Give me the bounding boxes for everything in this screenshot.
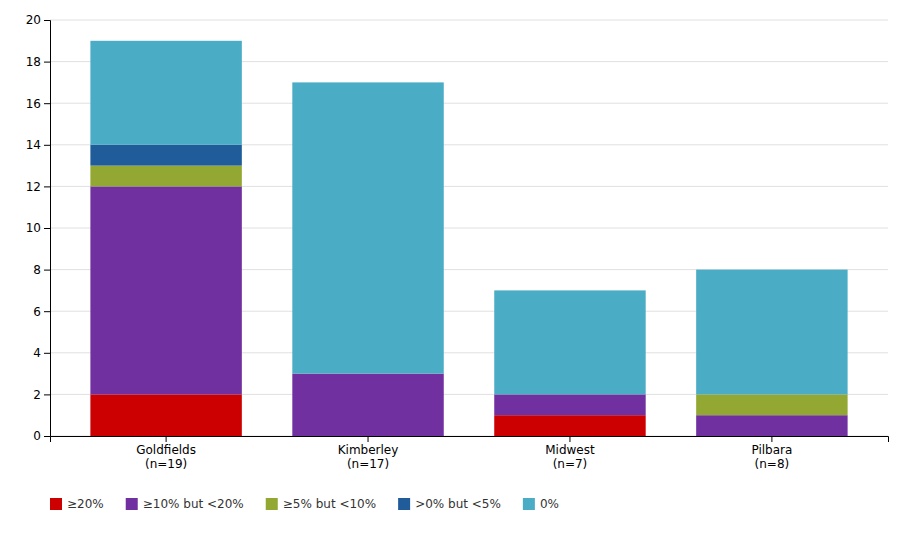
bar (90, 166, 241, 187)
bar (90, 145, 241, 166)
legend-item: ≥20% (50, 497, 104, 511)
bars (90, 41, 847, 436)
legend-label: >0% but <5% (415, 497, 501, 511)
legend-swatch (50, 498, 62, 510)
tick: 20 (26, 13, 50, 27)
axis-line (51, 437, 889, 443)
tick: 2 (33, 388, 50, 402)
tick: 12 (26, 180, 50, 194)
tick: 0 (33, 429, 50, 443)
series (90, 41, 847, 395)
tick-label: Kimberley(n=17) (338, 443, 399, 471)
tick-label-line: (n=8) (755, 457, 790, 471)
tick-mark (569, 436, 570, 442)
tick-mark (44, 270, 50, 271)
bar (292, 82, 443, 373)
bar (90, 186, 241, 394)
bar (696, 394, 847, 415)
tick: Pilbara(n=8) (751, 436, 792, 471)
tick-label: Midwest(n=7) (545, 443, 595, 471)
tick-mark (44, 436, 50, 437)
legend-item: >0% but <5% (398, 497, 501, 511)
legend: ≥20% ≥10% but <20% ≥5% but <10% >0% but <5%… (50, 497, 559, 511)
series (90, 186, 847, 436)
bar (494, 415, 645, 436)
tick-label: 12 (26, 180, 41, 194)
y-axis: 0 2 4 6 8 10 12 14 16 18 20 (26, 13, 51, 443)
bar (494, 290, 645, 394)
tick-mark (771, 436, 772, 442)
plot: 0 2 4 6 8 10 12 14 16 18 20 Goldfields(n=19) Kimberl… (26, 13, 889, 471)
tick: 16 (26, 97, 50, 111)
series (90, 166, 847, 416)
series (90, 145, 241, 166)
bar (494, 394, 645, 415)
tick-mark (44, 228, 50, 229)
legend-swatch (126, 498, 138, 510)
tick-label-line: (n=19) (145, 457, 187, 471)
tick: 4 (33, 346, 50, 360)
tick-label-line: Pilbara (751, 443, 792, 457)
tick-label: 4 (33, 346, 41, 360)
grid-line (50, 20, 888, 21)
tick-mark (44, 186, 50, 187)
tick: 14 (26, 138, 50, 152)
tick-mark (368, 436, 369, 442)
tick-label: 8 (33, 263, 41, 277)
tick-label: 14 (26, 138, 41, 152)
tick-label-line: Midwest (545, 443, 595, 457)
tick-label: 20 (26, 13, 41, 27)
tick: Kimberley(n=17) (338, 436, 399, 471)
tick-label: 2 (33, 388, 41, 402)
tick-label-line: Goldfields (136, 443, 196, 457)
legend-label: ≥10% but <20% (143, 497, 244, 511)
tick-label: Goldfields(n=19) (136, 443, 196, 471)
tick-mark (44, 20, 50, 21)
tick-label: 10 (26, 221, 41, 235)
bar (696, 415, 847, 436)
bar (696, 270, 847, 395)
tick-label: 0 (33, 429, 41, 443)
legend-swatch (266, 498, 278, 510)
legend-label: ≥5% but <10% (283, 497, 376, 511)
tick-label-line: Kimberley (338, 443, 399, 457)
tick: 6 (33, 305, 50, 319)
tick-label-line: (n=7) (553, 457, 588, 471)
legend-item: ≥10% but <20% (126, 497, 244, 511)
legend-swatch (523, 498, 535, 510)
legend-label: ≥20% (67, 497, 104, 511)
tick-mark (44, 353, 50, 354)
tick-label: 6 (33, 305, 41, 319)
chart: 0 2 4 6 8 10 12 14 16 18 20 Goldfields(n=19) Kimberl… (0, 0, 908, 536)
tick-mark (44, 62, 50, 63)
tick-mark (44, 145, 50, 146)
tick-mark (166, 436, 167, 442)
tick-label-line: (n=17) (347, 457, 389, 471)
legend-swatch (398, 498, 410, 510)
tick-mark (44, 394, 50, 395)
tick: 8 (33, 263, 50, 277)
tick: 18 (26, 55, 50, 69)
grid (50, 20, 888, 436)
tick: 10 (26, 221, 50, 235)
tick-label: 16 (26, 97, 41, 111)
x-axis: Goldfields(n=19)Kimberley(n=17)Midwest(n… (51, 436, 889, 471)
tick: Midwest(n=7) (545, 436, 595, 471)
legend-item: 0% (523, 497, 559, 511)
bar (292, 374, 443, 436)
bar (90, 41, 241, 145)
legend-item: ≥5% but <10% (266, 497, 376, 511)
bar (90, 394, 241, 436)
axis-line (44, 21, 51, 437)
tick-label: 18 (26, 55, 41, 69)
legend-label: 0% (540, 497, 559, 511)
tick: Goldfields(n=19) (136, 436, 196, 471)
tick-mark (44, 103, 50, 104)
tick-mark (44, 311, 50, 312)
tick-label: Pilbara(n=8) (751, 443, 792, 471)
